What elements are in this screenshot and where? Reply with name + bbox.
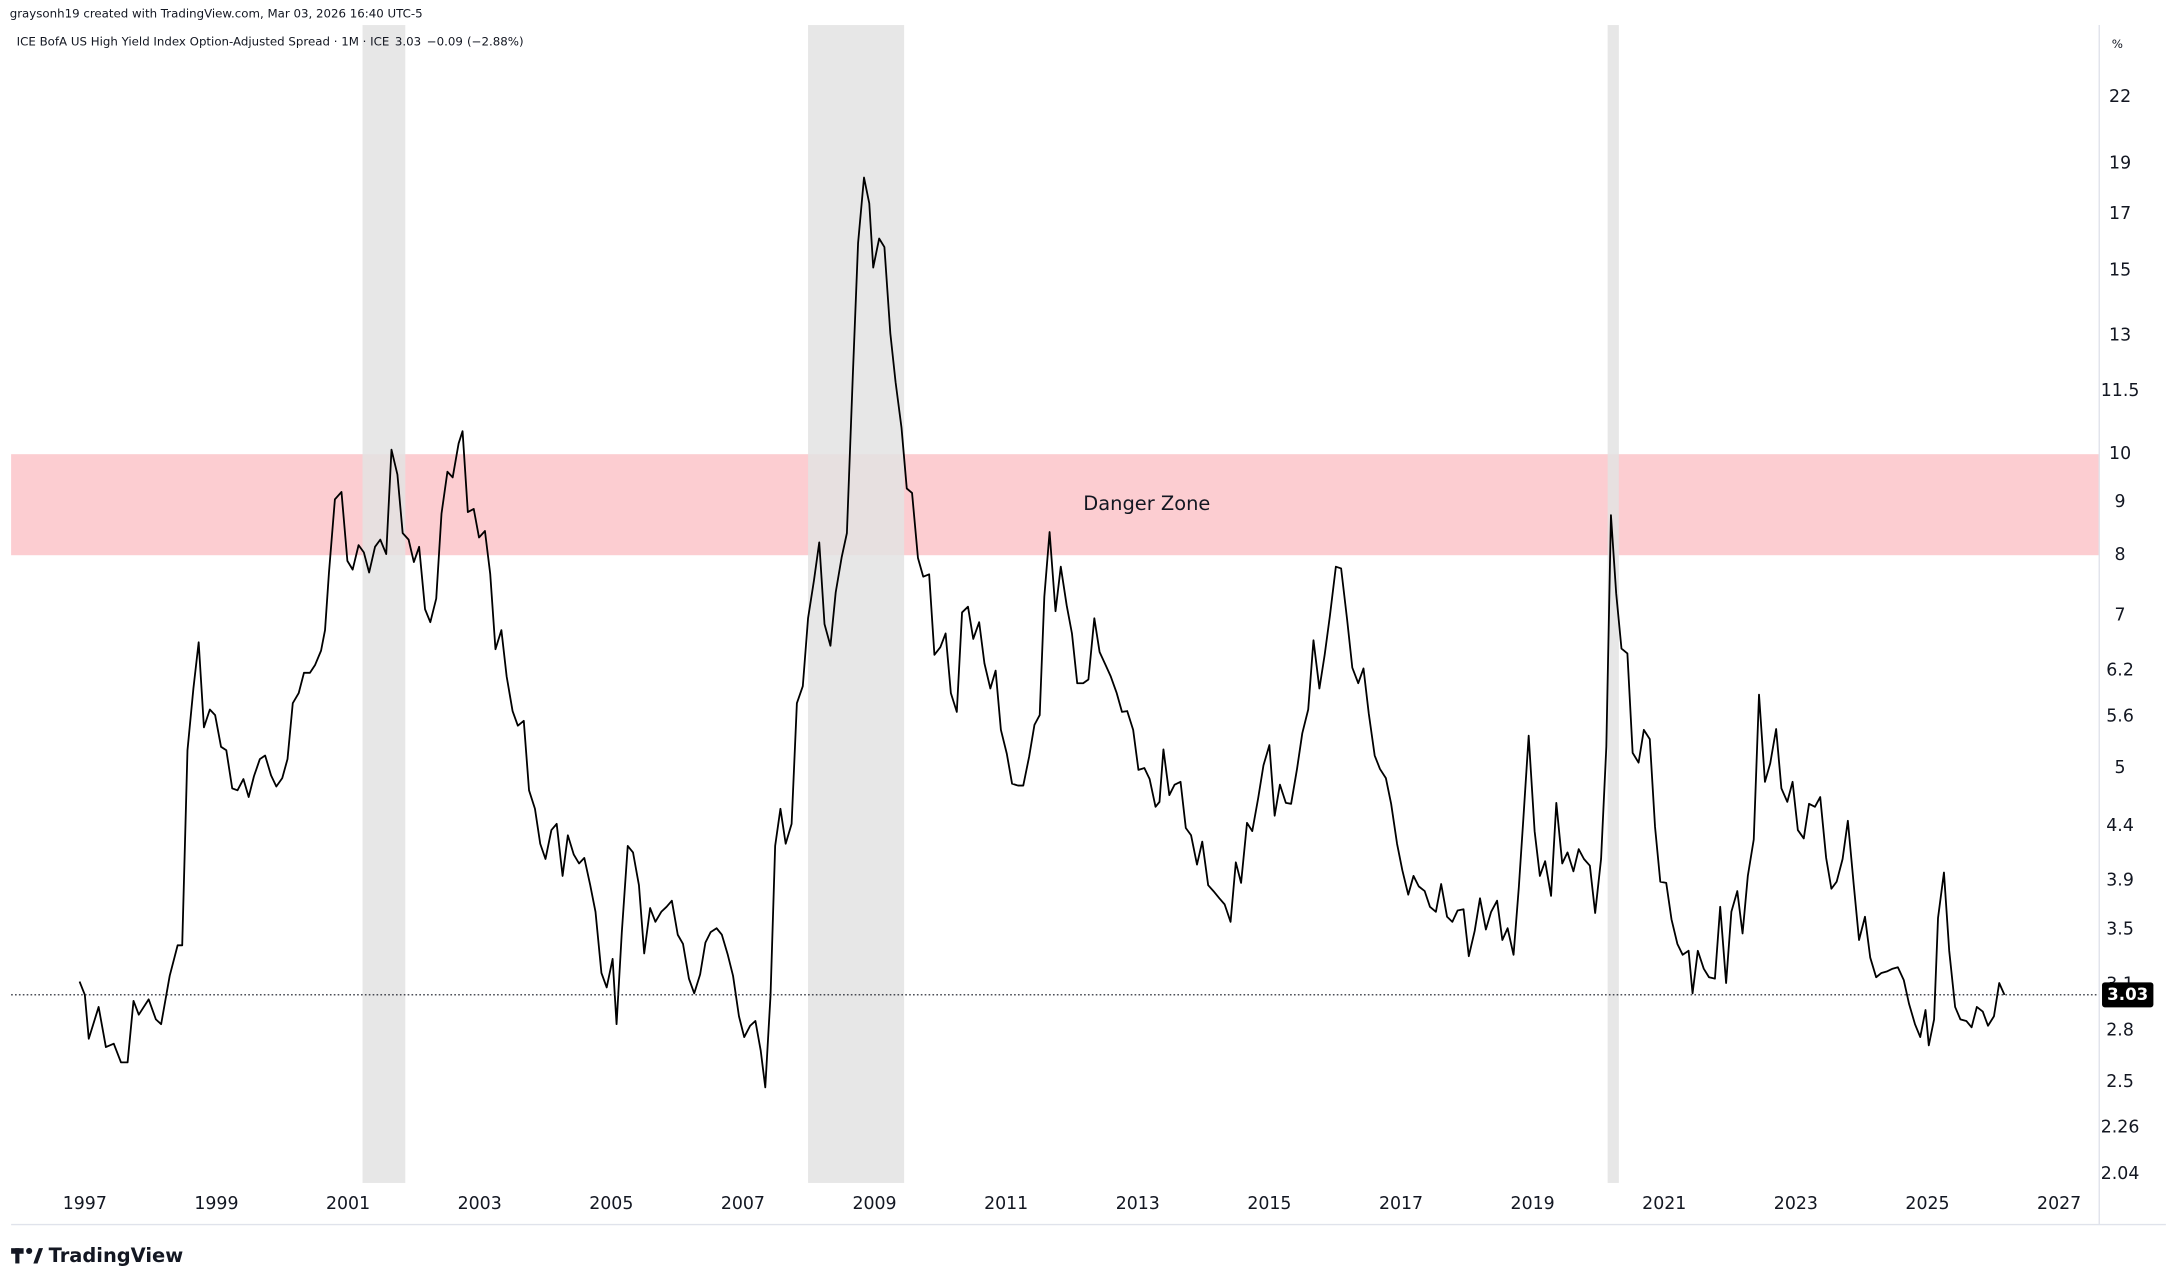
y-tick-label: 3.9: [2106, 871, 2134, 891]
brand-logo: TradingView: [11, 1244, 183, 1267]
x-tick-label: 2019: [1511, 1194, 1555, 1214]
y-tick-label: 9: [2115, 492, 2126, 512]
last-value-box: [2102, 982, 2154, 1008]
legend: ICE BofA US High Yield Index Option-Adju…: [17, 34, 524, 48]
band-label: Danger Zone: [1083, 492, 1210, 515]
x-tick-label: 2023: [1774, 1194, 1818, 1214]
legend-name: ICE BofA US High Yield Index Option-Adju…: [17, 34, 390, 48]
y-tick-label: 2.04: [2101, 1164, 2140, 1184]
x-tick-label: 1997: [63, 1194, 107, 1214]
y-tick-label: 3.5: [2106, 920, 2134, 940]
series-line: [78, 176, 2006, 1089]
y-tick-label: 2.26: [2101, 1118, 2140, 1138]
y-tick-label: 15: [2109, 261, 2131, 281]
y-tick-label: 7: [2115, 606, 2126, 626]
x-tick-label: 2025: [1905, 1194, 1949, 1214]
logo-shape: [26, 1247, 33, 1255]
x-tick-label: 2005: [589, 1194, 633, 1214]
y-tick-label: 5.6: [2106, 707, 2134, 727]
x-tick-label: 2017: [1379, 1194, 1423, 1214]
x-tick-label: 2021: [1642, 1194, 1686, 1214]
unit-label: %: [2112, 37, 2123, 51]
brand-name: TradingView: [49, 1244, 184, 1267]
header: graysonh19 created with TradingView.com,…: [10, 6, 423, 20]
shaded-range: [362, 25, 406, 1183]
x-tick-label: 2007: [721, 1194, 765, 1214]
y-tick-label: 2.5: [2106, 1072, 2134, 1092]
x-tick-label: 2001: [326, 1194, 370, 1214]
x-tick-label: 2011: [984, 1194, 1028, 1214]
legend-change: −0.09: [427, 34, 463, 48]
axes: 1997 1999 2001 2003 2005 2007 2009 2011 2013 2015…: [63, 87, 2154, 1214]
x-tick-label: 2013: [1116, 1194, 1160, 1214]
y-tick-label: 6.2: [2106, 661, 2134, 681]
x-tick-label: 2003: [458, 1194, 502, 1214]
y-tick-label: 10: [2109, 444, 2131, 464]
plot-data: Danger Zone: [11, 176, 2100, 1089]
y-tick-label: 8: [2115, 545, 2126, 565]
y-tick-label: 13: [2109, 325, 2131, 345]
y-tick-label: 11.5: [2101, 381, 2140, 401]
last-value-label: 3.03: [2107, 985, 2148, 1004]
x-tick-label: 2015: [1247, 1194, 1291, 1214]
y-tick-label: 5: [2115, 758, 2126, 778]
plot-background: [11, 25, 2100, 1183]
shaded-range: [1607, 25, 1619, 1183]
band: [11, 454, 2100, 556]
x-tick-label: 2009: [852, 1194, 896, 1214]
x-tick-label: 2027: [2037, 1194, 2081, 1214]
y-tick-label: 22: [2109, 87, 2131, 107]
x-tick-label: 1999: [194, 1194, 238, 1214]
y-tick-label: 19: [2109, 154, 2131, 174]
legend-last: 3.03: [395, 34, 421, 48]
logo-shape: [15, 1248, 20, 1264]
logo-shape: [33, 1248, 44, 1264]
y-tick-label: 4.4: [2106, 816, 2134, 836]
y-tick-label: 17: [2109, 204, 2131, 224]
y-tick-label: 2.8: [2106, 1021, 2134, 1041]
legend-change-percent: (−2.88%): [467, 34, 524, 48]
